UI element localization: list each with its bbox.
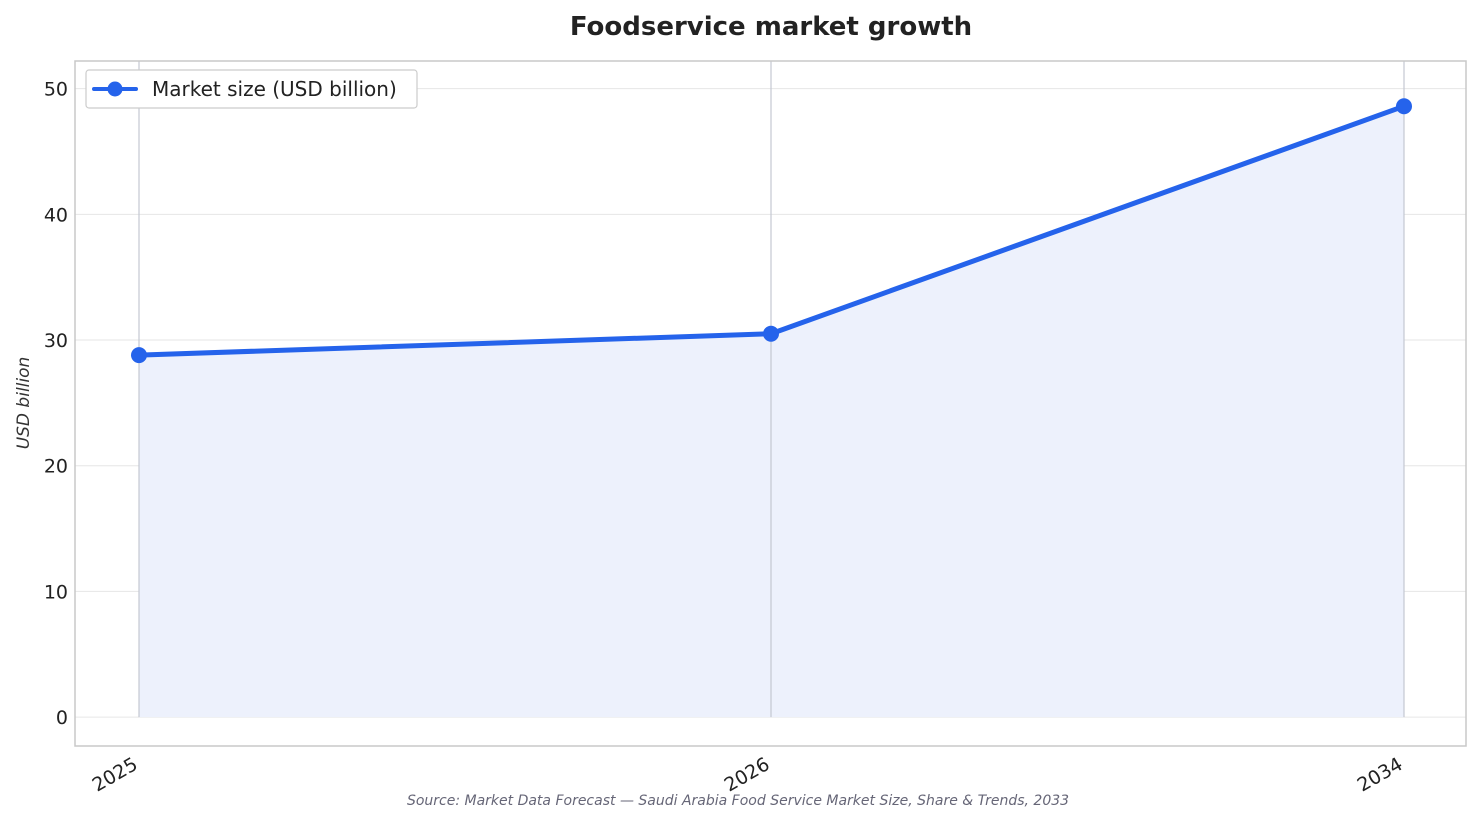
- x-tick-label-2034: 2034: [1354, 753, 1407, 796]
- source-note: Source: Market Data Forecast — Saudi Ara…: [407, 793, 1069, 809]
- data-point-2025: [131, 347, 147, 364]
- category-lines: [138, 61, 1405, 718]
- y-tick-label-20: 20: [44, 456, 68, 478]
- legend-entry-label: Market size (USD billion): [152, 77, 397, 101]
- y-tick-label-10: 10: [44, 581, 68, 603]
- x-tick-label-2025: 2025: [89, 753, 142, 796]
- y-axis-ticks: 0 10 20 30 40 50: [44, 79, 68, 729]
- y-tick-label-0: 0: [56, 707, 68, 729]
- legend-box: [85, 69, 418, 109]
- legend-marker: [107, 81, 123, 97]
- plot-frame: [74, 60, 1467, 747]
- data-points: [131, 98, 1412, 364]
- x-tick-label-2026: 2026: [721, 753, 774, 796]
- legend: Market size (USD billion): [85, 69, 418, 109]
- data-point-2034: [1396, 98, 1412, 115]
- x-axis-ticks: 2025 2026 2034: [89, 753, 1407, 796]
- data-point-2026: [763, 325, 779, 342]
- y-tick-label-30: 30: [44, 330, 68, 352]
- y-tick-label-50: 50: [44, 79, 68, 101]
- chart-title: Foodservice market growth: [570, 12, 972, 42]
- y-tick-label-40: 40: [44, 204, 68, 226]
- y-axis-label: USD billion: [14, 357, 34, 450]
